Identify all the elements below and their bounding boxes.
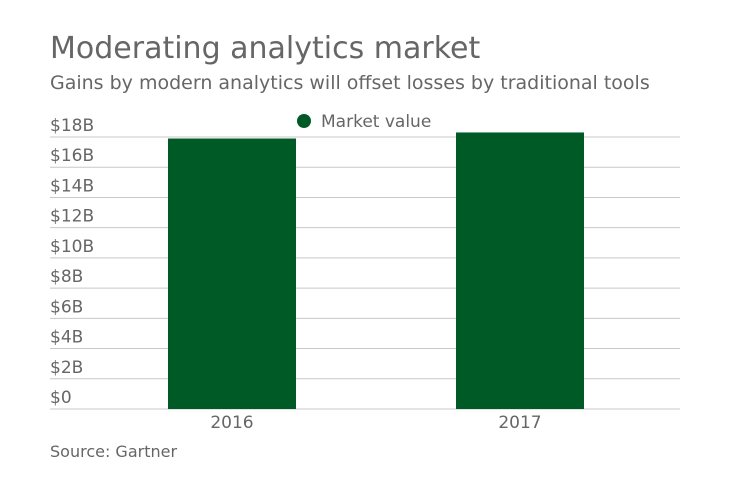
y-tick-label: $14B [50, 176, 94, 196]
y-tick-label: $0 [50, 388, 72, 408]
y-tick-label: $10B [50, 237, 94, 257]
source: Source: Gartner [50, 442, 177, 461]
x-tick-label: 2016 [210, 413, 253, 433]
legend-label: Market value [321, 112, 431, 132]
legend-marker [297, 114, 311, 128]
y-tick-label: $2B [50, 358, 83, 378]
y-tick-label: $16B [50, 146, 94, 166]
chart-subtitle: Gains by modern analytics will offset lo… [50, 72, 650, 94]
y-tick-label: $4B [50, 328, 83, 348]
bar [456, 132, 584, 409]
y-tick-label: $8B [50, 267, 83, 287]
y-tick-label: $6B [50, 297, 83, 317]
y-tick-label: $12B [50, 207, 94, 227]
x-tick-label: 2017 [498, 413, 541, 433]
bar [168, 138, 296, 409]
chart-title: Moderating analytics market [50, 31, 480, 66]
y-tick-label: $18B [50, 116, 94, 136]
